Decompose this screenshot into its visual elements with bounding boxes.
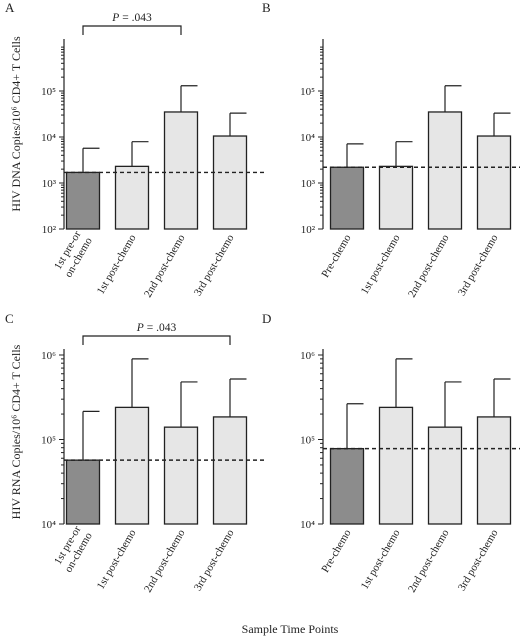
bar	[378, 165, 414, 230]
y-tick-label: 10⁴	[300, 519, 315, 531]
category-label: 2nd post-chemo	[142, 232, 188, 300]
category-label: 1st post-chemo	[359, 527, 403, 591]
y-tick-label: 10⁴	[41, 519, 56, 531]
y-tick-label: 10⁵	[300, 86, 315, 98]
y-tick-label: 10⁵	[41, 435, 56, 447]
bar	[329, 447, 365, 525]
significance-bracket	[82, 25, 182, 35]
category-label: 1st post-chemo	[95, 232, 139, 296]
y-tick-label: 10²	[42, 224, 57, 236]
category-label: Pre-chemo	[319, 527, 353, 575]
chart-panel-d: D 10⁴ 10⁵ 10⁶ Pre-chemo 1st post-chemo 2nd pos…	[262, 311, 520, 595]
bar	[427, 111, 463, 230]
y-tick-label: 10³	[42, 178, 57, 190]
bar	[329, 166, 365, 230]
y-tick-label: 10⁶	[41, 350, 56, 362]
y-tick-label: 10⁶	[300, 350, 315, 362]
panel-letter: D	[262, 311, 271, 326]
panel-letter: B	[262, 0, 271, 15]
x-axis-title: Sample Time Points	[242, 622, 339, 636]
y-tick-label: 10⁵	[300, 435, 315, 447]
category-label: 2nd post-chemo	[406, 527, 452, 595]
y-tick-label: 10⁵	[41, 86, 56, 98]
bar	[114, 165, 150, 230]
category-label: 1st pre-oron-chemo	[51, 229, 95, 280]
bar	[476, 416, 512, 525]
bar	[427, 426, 463, 525]
p-value-label: P = .043	[111, 12, 152, 24]
y-title-dna: HIV DNA Copies/10⁶ CD4+ T Cells	[9, 36, 23, 212]
category-label: 3rd post-chemo	[456, 232, 501, 298]
category-label: 1st pre-oron-chemo	[51, 524, 95, 575]
y-tick-label: 10⁴	[300, 132, 315, 144]
y-tick-label: 10³	[301, 178, 316, 190]
category-label: 2nd post-chemo	[406, 232, 452, 300]
category-label: 3rd post-chemo	[192, 527, 237, 593]
bar	[163, 426, 199, 525]
bar	[378, 406, 414, 525]
bar	[114, 406, 150, 525]
category-label: 1st post-chemo	[95, 527, 139, 591]
category-label: 3rd post-chemo	[192, 232, 237, 298]
bar	[65, 171, 101, 230]
significance-bracket	[82, 335, 231, 345]
chart-panel-b: B 10² 10³ 10⁴ 10⁵ Pre-chemo 1st post-chemo 2nd …	[262, 0, 520, 300]
category-label: 3rd post-chemo	[456, 527, 501, 593]
p-value-label: P = .043	[136, 322, 177, 334]
y-tick-label: 10⁴	[41, 132, 56, 144]
chart-panel-a: A 10² 10³ 10⁴ 10⁵ 1st pre-oron-chemo 1st post-…	[5, 0, 265, 300]
category-label: 2nd post-chemo	[142, 527, 188, 595]
panel-letter: C	[5, 311, 14, 326]
bar	[163, 111, 199, 230]
y-title-rna: HIV RNA Copies/10⁶ CD4+ T Cells	[9, 344, 23, 519]
panel-letter: A	[5, 0, 15, 15]
category-label: Pre-chemo	[319, 232, 353, 280]
chart-panel-c: C 10⁴ 10⁵ 10⁶ 1st pre-oron-chemo 1st post-che…	[5, 311, 265, 595]
bar	[212, 416, 248, 525]
category-label: 1st post-chemo	[359, 232, 403, 296]
y-tick-label: 10²	[301, 224, 316, 236]
bar	[65, 459, 101, 525]
bar	[212, 135, 248, 230]
bar	[476, 135, 512, 230]
